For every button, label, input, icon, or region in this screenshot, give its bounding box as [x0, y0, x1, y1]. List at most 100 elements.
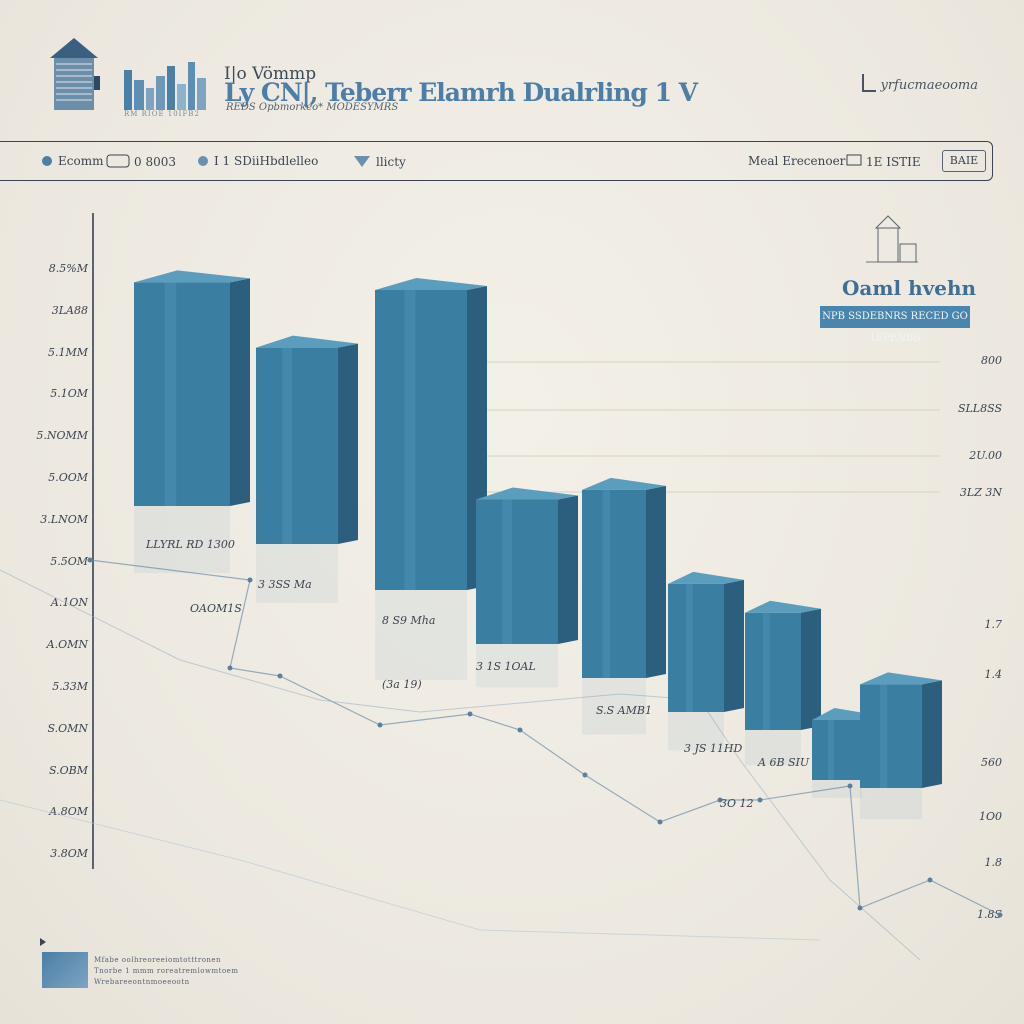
- data-point: [87, 557, 93, 563]
- triangle-marker-icon: [40, 938, 46, 946]
- right-tick-label: 3LZ 3N: [959, 486, 1002, 499]
- bar: [256, 347, 338, 544]
- data-point: [927, 877, 933, 883]
- data-point: [757, 797, 763, 803]
- nav-item-3[interactable]: I 1 SDiiHbdlelleo: [198, 154, 318, 168]
- nav-item-6[interactable]: 1E ISTIE: [846, 154, 921, 169]
- bar-highlight: [164, 282, 177, 506]
- bar: [476, 499, 558, 644]
- y-tick-label: 8.5%M: [48, 262, 88, 275]
- y-tick-label: 5.NOMM: [36, 429, 88, 443]
- data-point: [997, 912, 1003, 918]
- bar: [745, 612, 801, 730]
- bar-side: [724, 579, 744, 712]
- bar-highlight: [828, 720, 834, 780]
- bar-top: [256, 335, 358, 348]
- nav-item-label: llicty: [376, 155, 406, 169]
- right-tick-label: 560: [981, 756, 1002, 769]
- bar-side: [801, 608, 821, 730]
- data-point: [517, 727, 523, 733]
- bar-top: [745, 600, 821, 613]
- data-point: [227, 665, 233, 671]
- nav-item-label: 1E ISTIE: [866, 155, 921, 169]
- footer-thumbnail: [42, 952, 88, 988]
- data-annotation: OAOM1S: [190, 602, 242, 615]
- right-tick-label: SLL8SS: [957, 402, 1002, 415]
- y-tick-label: S.OBM: [48, 763, 88, 777]
- nav-item-2[interactable]: 0 8003: [106, 154, 176, 169]
- bar-side: [922, 680, 942, 788]
- nav-item-label: I 1 SDiiHbdlelleo: [214, 154, 319, 168]
- data-point: [657, 819, 663, 825]
- nav-bar: Ecomm 0 8003 I 1 SDiiHbdlelleo llicty Me…: [0, 141, 993, 181]
- data-annotation: A 6B SIU: [758, 756, 810, 769]
- header-subtitle: REDS Opbmorkeo* MODESYMRS: [226, 102, 399, 113]
- globe-icon: [198, 156, 208, 166]
- y-tick-label: 3.8OM: [50, 847, 88, 861]
- right-tick-label: 1.8: [984, 856, 1003, 869]
- header-title-line1: I|o Vömmp: [224, 64, 317, 84]
- bar-highlight: [282, 347, 293, 544]
- nav-item-label: Ecomm: [58, 154, 104, 168]
- bar-side: [338, 343, 358, 544]
- bar-reflection: [745, 730, 801, 766]
- right-tick-label: 1.4: [984, 668, 1003, 681]
- bar-reflection: [860, 788, 922, 820]
- bar-reflection: [668, 712, 724, 751]
- nav-item-ecomm[interactable]: Ecomm: [42, 154, 103, 168]
- bar-side: [230, 278, 250, 506]
- data-annotation: 8 S9 Mha: [382, 614, 436, 627]
- bar-top: [476, 487, 578, 500]
- right-tick-label: 1.8S: [976, 908, 1002, 921]
- y-tick-label: S.OMN: [47, 721, 88, 735]
- right-tick-label: 2U.00: [969, 449, 1002, 462]
- data-point: [377, 722, 383, 728]
- bar-highlight: [879, 684, 888, 788]
- bar-top: [134, 270, 250, 283]
- monitor-icon: [846, 154, 862, 166]
- bar: [860, 684, 922, 788]
- y-tick-label: 5.5OM: [50, 554, 88, 568]
- bar-top: [860, 672, 942, 685]
- y-axis: [92, 213, 94, 869]
- nav-item-5[interactable]: Meal Erecenoer: [748, 154, 845, 168]
- bar-highlight: [685, 583, 693, 712]
- right-tick-label: 1.7: [984, 618, 1003, 631]
- bar-top: [582, 477, 666, 490]
- bar: [668, 583, 724, 712]
- house-legend-icon: [866, 215, 918, 263]
- y-tick-label: 5.33M: [52, 680, 88, 693]
- bar-highlight: [602, 489, 611, 678]
- bar-reflection: [812, 780, 862, 798]
- bar-reflection: [134, 506, 230, 574]
- logo-caption: RM RIOE 10IFB2: [124, 110, 200, 118]
- header-title: Ly CN|, Teberr Elamrh Dualrling 1 V: [224, 78, 698, 107]
- legend-title: Oaml hvehn: [842, 276, 977, 300]
- footer-line: Mfabe oolhreoreeiomtotttronen: [94, 956, 222, 964]
- data-annotation: (3a 19): [382, 678, 422, 691]
- bar-top: [668, 571, 744, 584]
- chart-icon: [862, 74, 877, 92]
- header-right-text: yrfucmaeooma: [862, 74, 978, 93]
- bar: [134, 282, 230, 506]
- bar-reflection: [476, 644, 558, 688]
- data-point: [847, 783, 853, 789]
- shield-icon: [354, 156, 370, 167]
- data-annotation: 3 3SS Ma: [258, 578, 312, 591]
- data-point: [582, 772, 588, 778]
- bar-highlight: [762, 612, 770, 730]
- bar-highlight: [404, 290, 416, 590]
- y-tick-label: 3.LNOM: [40, 512, 88, 526]
- y-tick-label: A.OMN: [46, 638, 88, 652]
- badge-icon: [106, 154, 130, 168]
- legend-banner: NPB SSDEBNRS RECED GO 1EPENBB: [820, 306, 970, 344]
- nav-button[interactable]: BAIE: [942, 150, 986, 172]
- footer-line: Tnorbe 1 mmm roreatremlowmtoem: [94, 967, 239, 975]
- nav-item-4[interactable]: llicty: [352, 154, 406, 169]
- right-tick-label: 800: [981, 354, 1002, 367]
- data-annotation: S.S AMB1: [596, 704, 652, 717]
- data-point: [247, 577, 253, 583]
- data-point: [857, 905, 863, 911]
- right-tick-label: 1O0: [978, 810, 1002, 823]
